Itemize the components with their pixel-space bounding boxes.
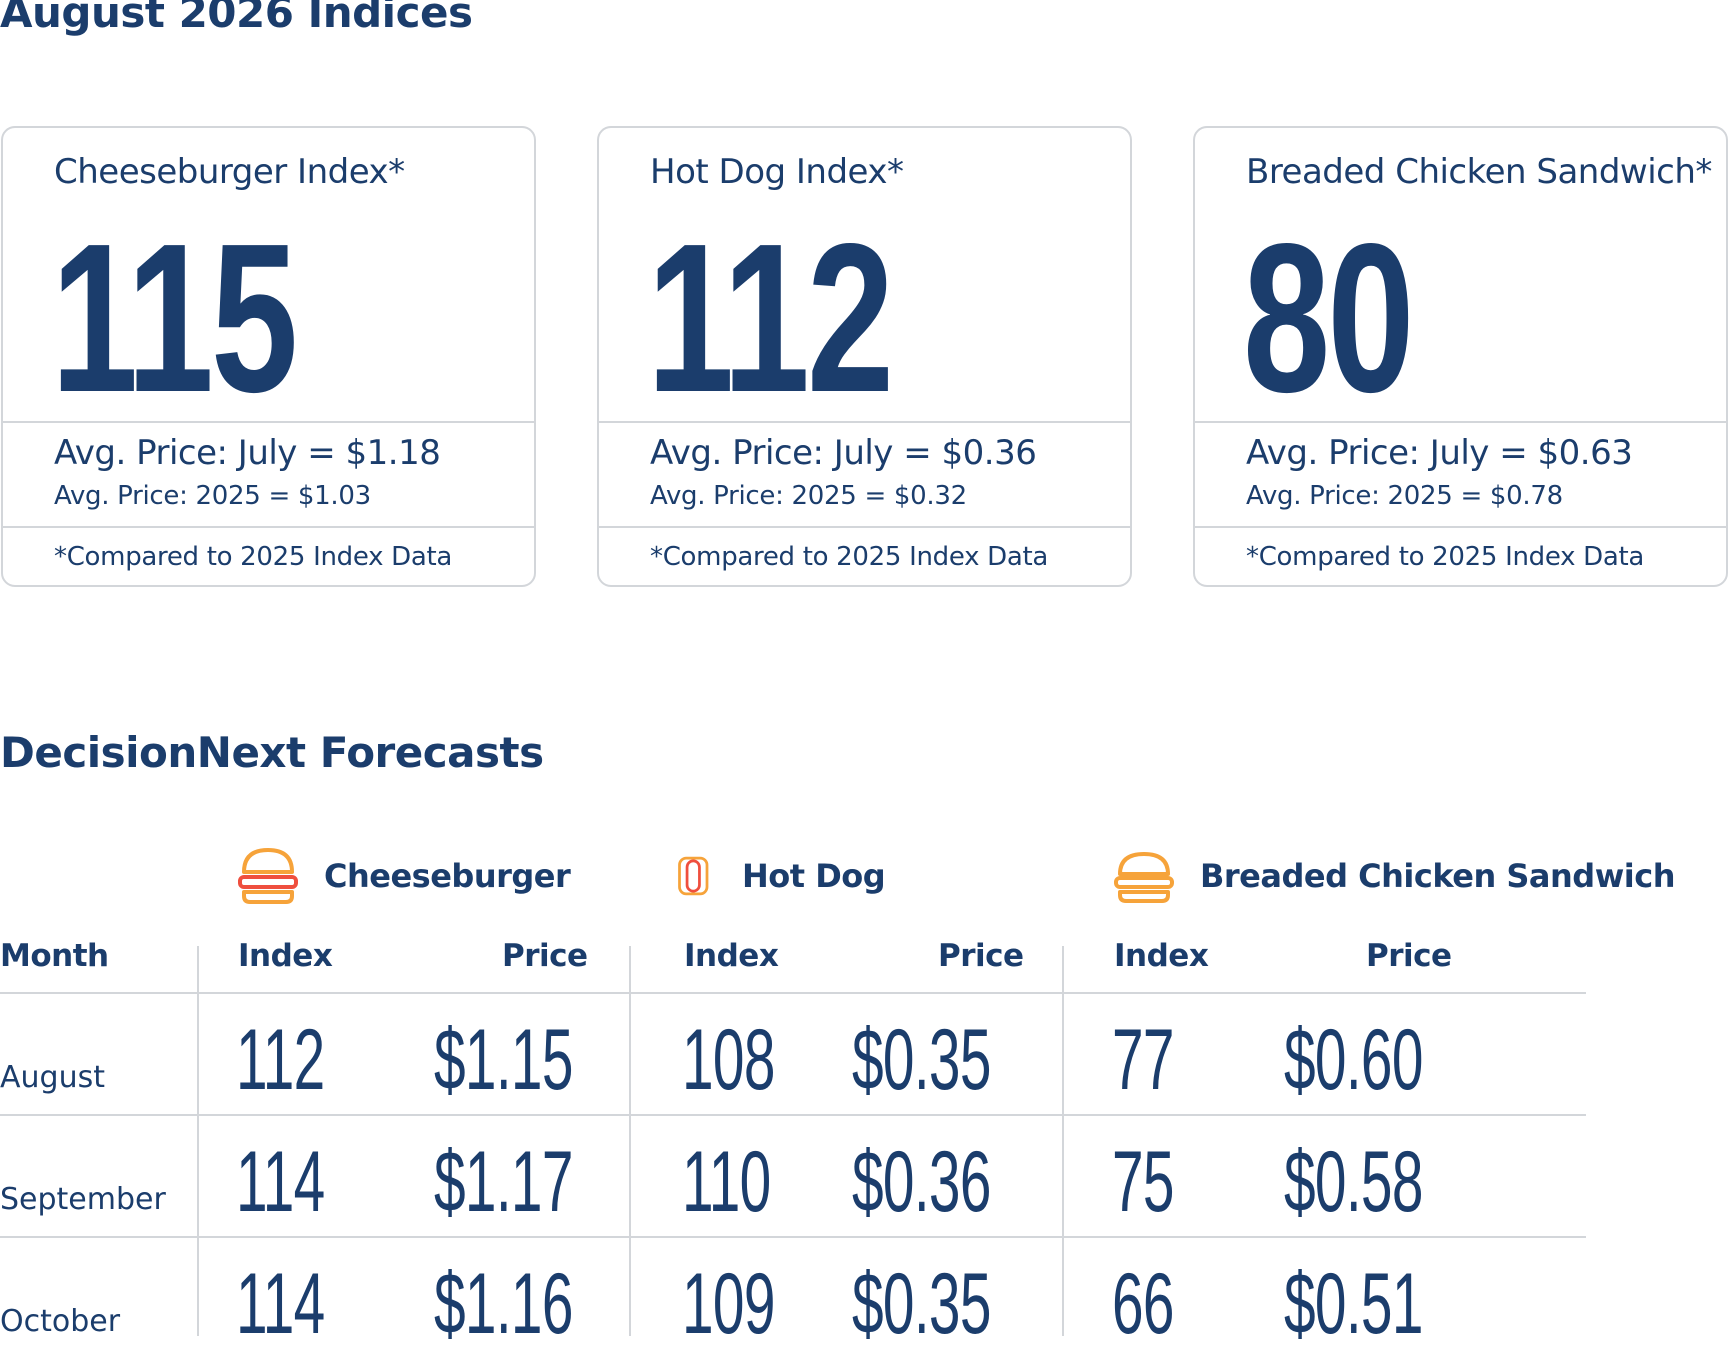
column-divider (1062, 946, 1064, 1336)
row-divider (0, 992, 1586, 994)
row-divider (0, 1236, 1586, 1238)
forecast-index-value: 114 (236, 1256, 325, 1352)
product-name: Breaded Chicken Sandwich (1200, 857, 1675, 895)
chicken-sandwich-icon (1114, 852, 1174, 903)
cheeseburger-icon (238, 848, 298, 904)
card-footer: *Compared to 2025 Index Data (3, 526, 534, 585)
row-divider (0, 1114, 1586, 1116)
forecast-index-value: 110 (682, 1134, 771, 1230)
card-title: Cheeseburger Index* (54, 152, 405, 192)
hot-dog-header: Hot Dog (674, 846, 886, 906)
forecast-index-value: 108 (682, 1012, 775, 1108)
index-value: 80 (1243, 199, 1415, 436)
card-prices: Avg. Price: July = $1.18 Avg. Price: 202… (3, 421, 534, 528)
avg-price-july: Avg. Price: July = $0.63 (1246, 433, 1633, 473)
forecast-price-value: $0.58 (1284, 1134, 1423, 1230)
column-divider (197, 946, 199, 1336)
product-name: Cheeseburger (324, 857, 571, 895)
hot-dog-index-header: Index (684, 938, 779, 974)
avg-price-july: Avg. Price: July = $0.36 (650, 433, 1037, 473)
month-label-august: August (0, 1060, 105, 1095)
avg-price-2025: Avg. Price: 2025 = $1.03 (54, 481, 371, 511)
forecast-price-value: $0.35 (852, 1256, 991, 1352)
card-prices: Avg. Price: July = $0.63 Avg. Price: 202… (1195, 421, 1726, 528)
card-header: Breaded Chicken Sandwich* 80 (1195, 128, 1726, 436)
forecast-index-value: 114 (236, 1134, 325, 1230)
forecast-price-value: $0.36 (852, 1134, 991, 1230)
forecast-index-value: 66 (1112, 1256, 1174, 1352)
hot-dog-icon (678, 856, 709, 896)
forecast-price-value: $1.17 (434, 1134, 573, 1230)
indices-title: August 2026 Indices (0, 0, 473, 37)
forecast-price-value: $0.60 (1284, 1012, 1423, 1108)
card-prices: Avg. Price: July = $0.36 Avg. Price: 202… (599, 421, 1130, 528)
card-header: Hot Dog Index* 112 (599, 128, 1130, 436)
chicken-sandwich-index-header: Index (1114, 938, 1209, 974)
card-title: Hot Dog Index* (650, 152, 904, 192)
forecasts-title: DecisionNext Forecasts (0, 728, 544, 777)
column-divider (629, 946, 631, 1336)
avg-price-2025: Avg. Price: 2025 = $0.32 (650, 481, 967, 511)
chicken-sandwich-price-header: Price (1366, 938, 1452, 974)
card-title: Breaded Chicken Sandwich* (1246, 152, 1712, 192)
card-footer: *Compared to 2025 Index Data (1195, 526, 1726, 585)
hot-dog-index-card: Hot Dog Index* 112 Avg. Price: July = $0… (597, 126, 1132, 587)
comparison-note: *Compared to 2025 Index Data (54, 542, 453, 572)
month-column-header: Month (0, 938, 109, 974)
month-label-september: September (0, 1182, 166, 1217)
forecast-index-value: 77 (1112, 1012, 1174, 1108)
cheeseburger-price-header: Price (502, 938, 588, 974)
avg-price-2025: Avg. Price: 2025 = $0.78 (1246, 481, 1563, 511)
chicken-sandwich-index-card: Breaded Chicken Sandwich* 80 Avg. Price:… (1193, 126, 1728, 587)
forecast-index-value: 109 (682, 1256, 775, 1352)
product-name: Hot Dog (742, 857, 886, 895)
chicken-sandwich-header: Breaded Chicken Sandwich (1112, 846, 1675, 906)
index-value: 115 (51, 199, 298, 436)
forecast-price-value: $1.16 (434, 1256, 573, 1352)
comparison-note: *Compared to 2025 Index Data (650, 542, 1049, 572)
forecast-index-value: 112 (236, 1012, 325, 1108)
cheeseburger-header: Cheeseburger (236, 846, 571, 906)
card-header: Cheeseburger Index* 115 (3, 128, 534, 436)
hot-dog-price-header: Price (938, 938, 1024, 974)
cheeseburger-index-header: Index (238, 938, 333, 974)
forecast-price-value: $1.15 (434, 1012, 573, 1108)
forecast-index-value: 75 (1112, 1134, 1174, 1230)
comparison-note: *Compared to 2025 Index Data (1246, 542, 1645, 572)
index-value: 112 (647, 199, 894, 436)
month-label-october: October (0, 1304, 121, 1339)
forecast-price-value: $0.35 (852, 1012, 991, 1108)
card-footer: *Compared to 2025 Index Data (599, 526, 1130, 585)
cheeseburger-index-card: Cheeseburger Index* 115 Avg. Price: July… (1, 126, 536, 587)
avg-price-july: Avg. Price: July = $1.18 (54, 433, 441, 473)
forecast-price-value: $0.51 (1284, 1256, 1423, 1352)
